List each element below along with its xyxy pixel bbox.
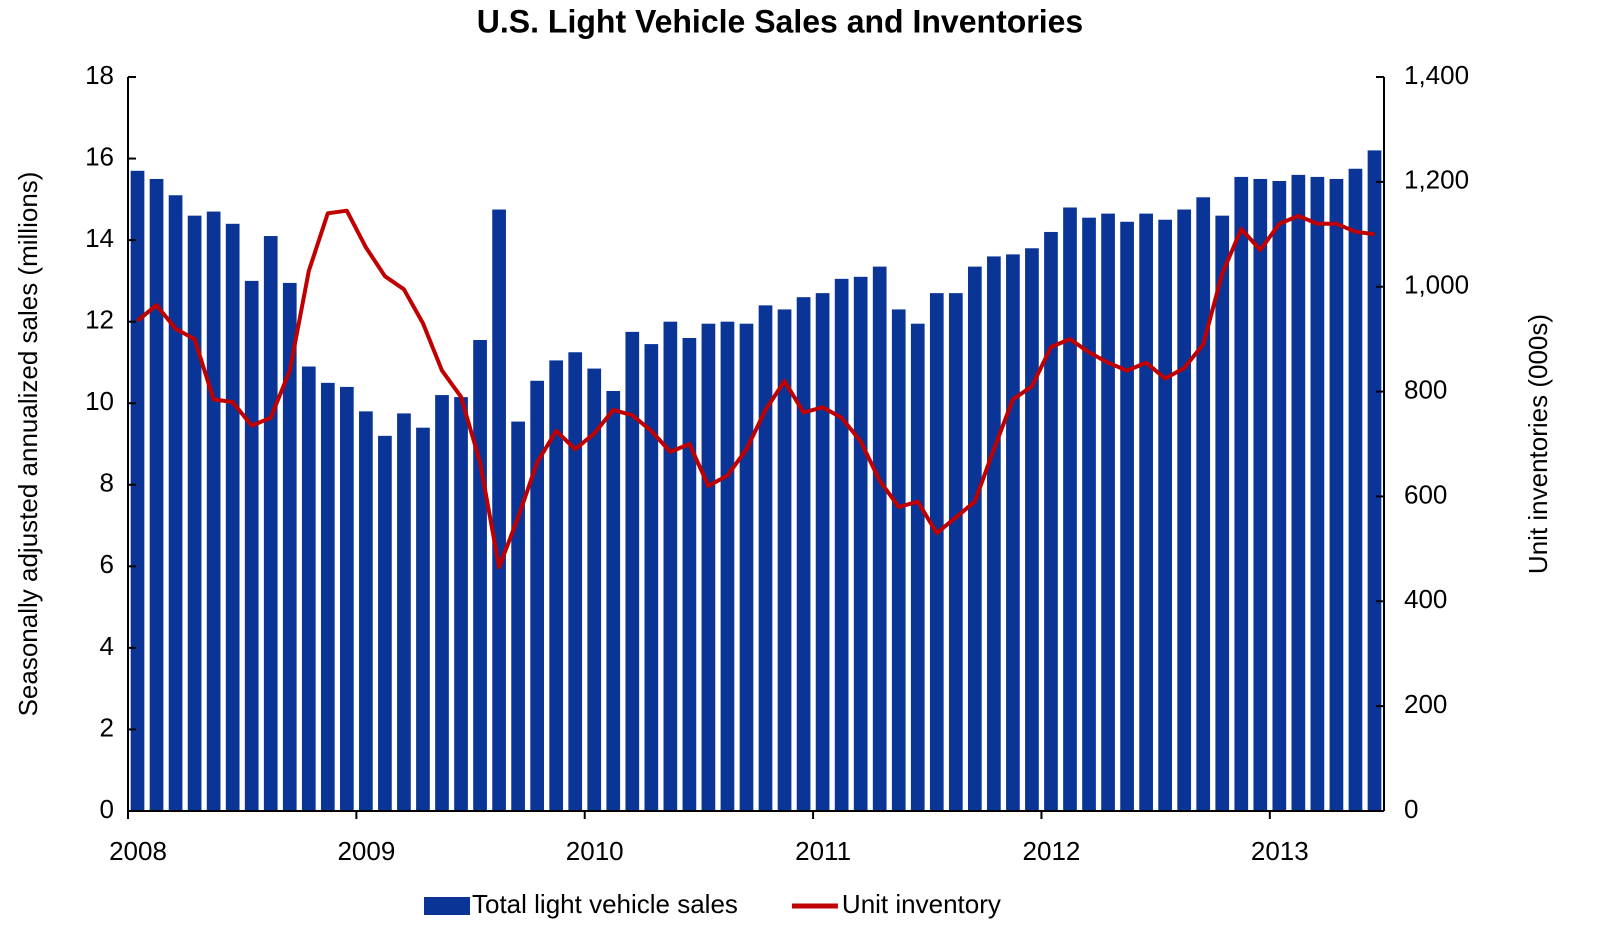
bar xyxy=(359,411,373,811)
bar xyxy=(967,266,982,811)
bar xyxy=(1101,213,1115,811)
y2-tick-label: 1,200 xyxy=(1404,165,1469,195)
x-tick-label: 2010 xyxy=(566,836,624,866)
bar xyxy=(891,309,906,811)
y2-tick-label: 0 xyxy=(1404,794,1418,824)
bar xyxy=(815,293,830,812)
bar xyxy=(948,293,963,812)
bar xyxy=(225,223,240,812)
bar xyxy=(397,413,411,811)
bar xyxy=(263,236,278,812)
y-tick-label: 10 xyxy=(85,386,114,416)
x-tick-label: 2012 xyxy=(1023,836,1081,866)
bar xyxy=(720,321,735,811)
bar xyxy=(1177,209,1192,811)
bar xyxy=(339,386,354,811)
bar xyxy=(282,282,297,812)
bar xyxy=(301,366,316,811)
bar xyxy=(320,382,335,811)
bar xyxy=(701,323,716,811)
x-tick-label: 2011 xyxy=(795,836,851,866)
y-tick-label: 12 xyxy=(85,305,114,335)
bar xyxy=(454,397,468,811)
bar xyxy=(1006,254,1020,812)
bar xyxy=(587,368,602,811)
y2-tick-label: 1,400 xyxy=(1404,60,1469,90)
bar xyxy=(872,266,887,811)
y-tick-label: 4 xyxy=(100,631,114,661)
bar xyxy=(834,278,849,812)
bar xyxy=(378,435,392,811)
bar xyxy=(1044,231,1058,811)
bar xyxy=(206,211,221,812)
legend-swatch xyxy=(424,897,470,915)
bar xyxy=(758,305,773,811)
bar xyxy=(625,331,640,811)
bar xyxy=(796,297,811,811)
y2-tick-label: 800 xyxy=(1404,374,1447,404)
bar xyxy=(1215,215,1230,812)
y2-tick-label: 200 xyxy=(1404,689,1447,719)
y2-tick-label: 600 xyxy=(1404,479,1447,509)
y-tick-label: 6 xyxy=(100,549,114,579)
y2-axis-label: Unit inventories (000s) xyxy=(1523,314,1553,574)
bar xyxy=(1253,178,1268,811)
bar xyxy=(416,427,430,811)
bar xyxy=(168,195,183,811)
bar xyxy=(1025,248,1039,811)
bar xyxy=(663,321,678,811)
bar xyxy=(1196,197,1211,812)
bar xyxy=(682,337,697,811)
x-tick-label: 2009 xyxy=(337,836,395,866)
chart-title: U.S. Light Vehicle Sales and Inventories xyxy=(477,3,1083,39)
bar xyxy=(644,344,659,811)
y-tick-label: 8 xyxy=(100,468,114,498)
x-tick-label: 2008 xyxy=(109,836,167,866)
y-tick-label: 0 xyxy=(100,794,114,824)
bar xyxy=(929,293,944,812)
bar xyxy=(130,170,145,812)
bar xyxy=(987,256,1001,811)
bar xyxy=(435,395,449,811)
y2-tick-label: 400 xyxy=(1404,584,1447,614)
bar xyxy=(1329,178,1344,811)
bar xyxy=(492,209,506,811)
bar xyxy=(1367,150,1382,811)
bar xyxy=(1120,221,1134,811)
x-tick-label: 2013 xyxy=(1251,836,1309,866)
y-tick-label: 14 xyxy=(85,223,114,253)
bar xyxy=(473,340,487,811)
legend-label: Unit inventory xyxy=(842,889,1001,919)
bar xyxy=(1348,168,1363,811)
bar xyxy=(1291,174,1306,811)
y-tick-label: 2 xyxy=(100,712,114,742)
bar xyxy=(739,323,754,811)
bar xyxy=(777,309,792,811)
bar xyxy=(530,380,545,811)
bar xyxy=(1063,207,1077,811)
bar xyxy=(511,421,525,811)
bar xyxy=(549,360,564,811)
bar xyxy=(568,352,583,811)
bar xyxy=(1158,219,1173,811)
bar xyxy=(910,323,925,811)
bar xyxy=(606,390,621,811)
bar xyxy=(1310,176,1325,812)
bar xyxy=(853,276,868,811)
y-tick-label: 16 xyxy=(85,141,114,171)
bar xyxy=(187,215,202,812)
y-axis-label: Seasonally adjusted annualized sales (mi… xyxy=(13,172,43,717)
y2-tick-label: 1,000 xyxy=(1404,270,1469,300)
bar xyxy=(1272,180,1287,811)
line xyxy=(136,208,1375,570)
bar xyxy=(244,280,259,811)
legend-label: Total light vehicle sales xyxy=(472,889,738,919)
bar xyxy=(1139,213,1153,811)
bar xyxy=(1082,217,1096,811)
y-tick-label: 18 xyxy=(85,60,114,90)
bar xyxy=(1234,176,1249,812)
bar xyxy=(149,178,164,811)
